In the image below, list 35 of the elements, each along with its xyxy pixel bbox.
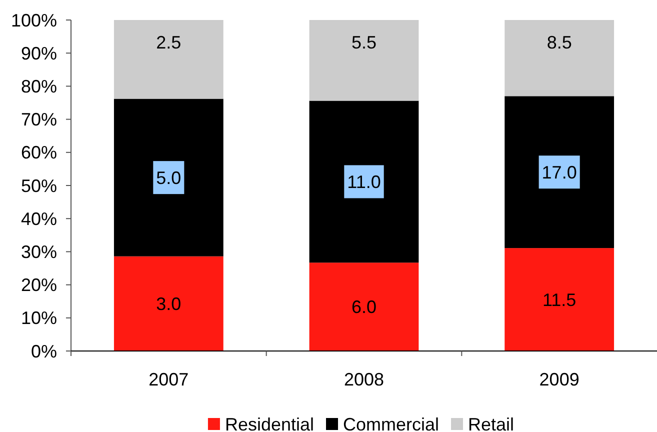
y-tick-label: 90% — [20, 43, 57, 64]
annotation: 6.0 — [351, 297, 377, 318]
annotation: 11.0 — [347, 172, 381, 192]
annotation: 17.0 — [542, 162, 577, 182]
y-tick-label: 80% — [20, 76, 57, 96]
y-tick-label: 70% — [20, 110, 57, 130]
y-tick-label: 20% — [20, 275, 57, 296]
x-tick-label: 2008 — [344, 369, 384, 390]
bar — [504, 20, 614, 96]
bar — [309, 262, 419, 351]
bar — [309, 20, 419, 101]
bar — [504, 248, 614, 351]
annotation: 3.0 — [156, 294, 182, 314]
x-tick-label: 2009 — [539, 369, 580, 390]
bar — [114, 98, 224, 256]
legend-label: Commercial — [343, 414, 440, 432]
bar — [309, 100, 419, 263]
y-tick-label: 100% — [10, 10, 57, 30]
x-tick-label: 2007 — [148, 369, 189, 390]
annotation: 5.0 — [156, 168, 182, 188]
y-tick-label: 50% — [20, 176, 57, 196]
y-tick-label: 60% — [20, 142, 57, 163]
legend-label: Retail — [468, 414, 514, 432]
y-tick-label: 0% — [30, 341, 57, 362]
annotation: 11.5 — [542, 290, 576, 310]
bar — [114, 20, 224, 99]
annotation: 2.5 — [156, 32, 182, 52]
bar — [504, 96, 614, 248]
bar — [114, 256, 224, 351]
y-tick-label: 30% — [20, 242, 57, 262]
annotation: 5.5 — [351, 32, 377, 52]
y-tick-label: 10% — [20, 308, 57, 328]
annotation: 8.5 — [546, 32, 572, 52]
legend-label: Residential — [224, 414, 314, 432]
y-tick-label: 40% — [20, 208, 57, 229]
